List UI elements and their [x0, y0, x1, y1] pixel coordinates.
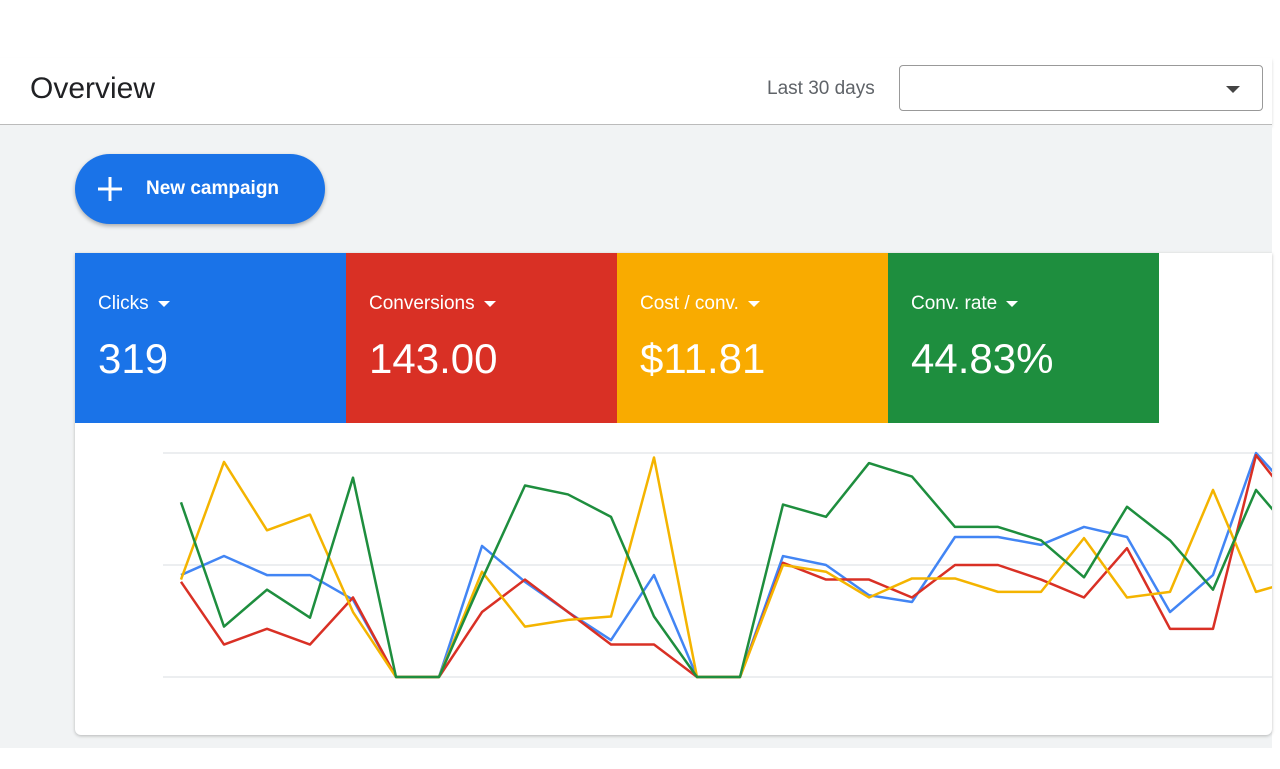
series-line	[179, 456, 1272, 679]
metric-value: 143.00	[369, 335, 498, 382]
header: Overview Last 30 days	[0, 58, 1272, 125]
date-range-dropdown[interactable]	[899, 65, 1263, 111]
performance-chart	[163, 451, 1272, 679]
button-label: New campaign	[146, 178, 280, 199]
page-title: Overview	[30, 72, 156, 105]
metric-tile[interactable]: Conv. rate 44.83%	[888, 253, 1159, 423]
metric-name: Conv. rate	[911, 293, 998, 314]
metric-header: Conv. rate	[911, 293, 1019, 315]
metric-tile[interactable]: Cost / conv. $11.81	[617, 253, 888, 423]
metric-name: Conversions	[369, 293, 475, 314]
series-line	[179, 461, 1272, 679]
metric-header: Conversions	[369, 293, 497, 315]
metric-value: $11.81	[640, 335, 766, 382]
overview-card: Clicks 319 Conversions 143.00 Cost / conv. $1…	[75, 253, 1272, 735]
metric-tile[interactable]: Conversions 143.00	[346, 253, 617, 423]
date-range-label: Last 30 days	[767, 78, 875, 99]
metric-value: 319	[98, 335, 169, 382]
metric-header: Clicks	[98, 293, 171, 315]
metric-value: 44.83%	[911, 335, 1054, 382]
metric-name: Clicks	[98, 293, 149, 314]
dropdown-arrow	[1226, 86, 1240, 93]
metric-header: Cost / conv.	[640, 293, 761, 315]
metric-tile[interactable]: Clicks 319	[75, 253, 346, 423]
metric-name: Cost / conv.	[640, 293, 739, 314]
plus-icon	[98, 177, 122, 201]
dropdown-caret	[157, 301, 170, 307]
series-line	[179, 453, 1272, 679]
dropdown-caret	[483, 301, 496, 307]
dropdown-caret	[1006, 301, 1019, 307]
new-campaign-button[interactable]: New campaign	[75, 154, 325, 224]
dropdown-caret	[747, 301, 760, 307]
